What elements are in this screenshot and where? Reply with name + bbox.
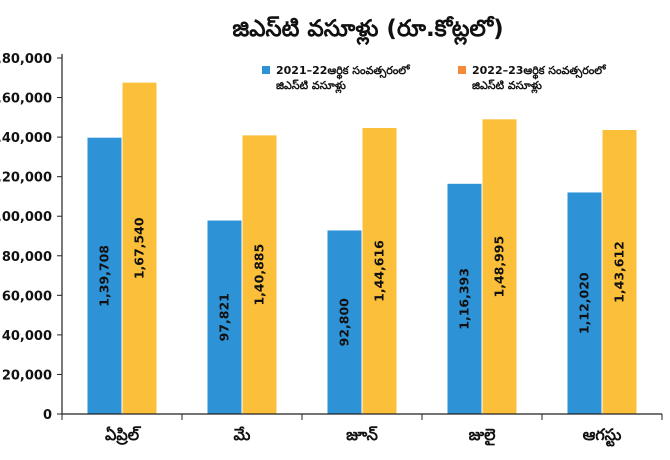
bar-2022-23 [242,135,277,414]
bar-value-label: 1,48,995 [492,236,507,298]
y-tick-label: 0 [43,408,52,423]
bar-2022-23 [362,127,397,414]
x-axis: ఏప్రిల్ మే జూన్ జులై ఆగస్టు [61,413,663,447]
legend-label: 2022–23ఆర్థిక సంవత్సరంలో జిఎస్‌టి వసూళ్లు [472,64,607,94]
bar-value-label: 1,39,708 [97,245,112,307]
chart-legend: 2021–22ఆర్థిక సంవత్సరంలో జిఎస్‌టి వసూళ్లు… [262,64,607,94]
bar-value-label: 92,800 [337,298,352,347]
bar-value-label: 1,40,885 [252,244,267,306]
x-category-label: జులై [469,425,496,446]
y-tick-label: 1,00,000 [0,210,52,225]
chart-title: జిఎస్‌టి వసూళ్లు (రూ.కోట్లలో) [232,15,503,46]
y-tick-label: 1,40,000 [0,131,52,146]
bar-value-label: 1,16,393 [457,268,472,330]
bar-value-label: 1,67,540 [132,217,147,279]
y-tick-label: 1,60,000 [0,92,52,107]
bar-series: 1,39,708 1,67,540 97,821 1,40,885 92,800 1,44… [87,82,637,415]
bar-2021-22 [567,192,602,414]
bar-2022-23 [482,119,517,415]
bar-2021-22 [207,220,242,414]
y-tick-label: 1,80,000 [0,52,52,67]
bar-2022-23 [602,129,637,414]
y-axis: 0 20,000 40,000 60,000 80,000 1,00,000 1,20,00… [0,52,63,423]
x-category-label: ఏప్రిల్ [105,425,142,445]
legend-label: 2021–22ఆర్థిక సంవత్సరంలో జిఎస్‌టి వసూళ్లు [276,64,411,94]
y-tick-label: 80,000 [2,250,52,265]
y-tick-label: 1,20,000 [0,171,52,186]
legend-marker [262,66,270,74]
bar-2022-23 [122,82,157,414]
y-tick-label: 60,000 [2,289,52,304]
y-tick-label: 20,000 [2,368,52,383]
bar-value-label: 1,12,020 [577,272,592,334]
bar-value-label: 1,44,616 [372,240,387,302]
bar-2021-22 [327,230,362,414]
x-category-label: ఆగస్టు [583,425,622,447]
bar-2021-22 [447,183,482,414]
y-tick-label: 40,000 [2,329,52,344]
x-category-label: మే [234,425,251,444]
bar-value-label: 1,43,612 [612,241,627,303]
x-category-label: జూన్ [346,425,378,444]
bar-2021-22 [87,137,122,414]
legend-marker [458,66,466,74]
bar-value-label: 97,821 [217,293,232,341]
